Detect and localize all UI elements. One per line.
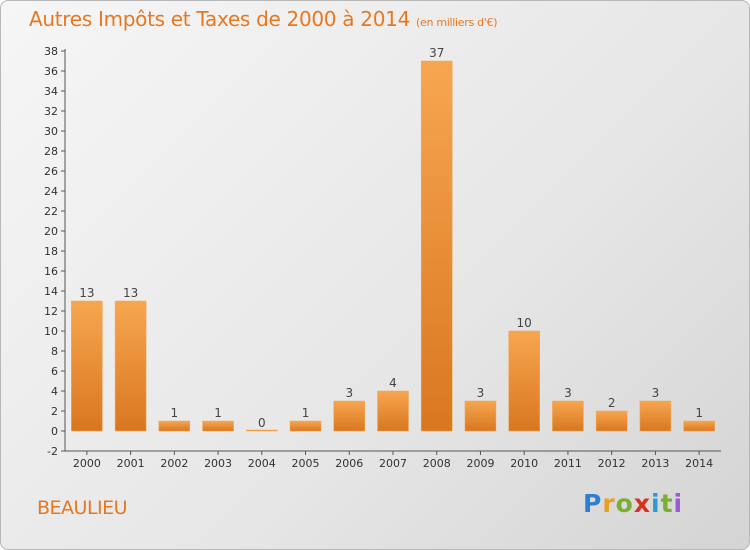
logo-letter: x <box>633 489 651 518</box>
bar <box>333 400 366 432</box>
bar <box>464 400 497 432</box>
x-tick-label: 2002 <box>160 457 188 470</box>
x-tick-label: 2011 <box>554 457 582 470</box>
x-tick-label: 2013 <box>641 457 669 470</box>
data-label: 3 <box>345 386 353 400</box>
data-label: 2 <box>608 396 616 410</box>
x-tick-label: 2005 <box>292 457 320 470</box>
bar <box>71 300 103 432</box>
x-tick-label: 2010 <box>510 457 538 470</box>
data-label: 10 <box>517 316 532 330</box>
y-tick-label: 26 <box>44 165 58 178</box>
logo-letter: o <box>615 489 634 518</box>
place-name: BEAULIEU <box>37 497 128 519</box>
y-tick-label: 8 <box>51 345 58 358</box>
logo-letter: i <box>673 489 684 518</box>
x-tick-label: 2000 <box>73 457 101 470</box>
data-label: 1 <box>171 406 179 420</box>
bar <box>552 400 584 432</box>
x-tick-label: 2001 <box>117 457 145 470</box>
x-tick-label: 2006 <box>335 457 363 470</box>
logo-letter: i <box>651 489 661 518</box>
chart-unit: (en milliers d'€) <box>416 16 498 29</box>
data-label: 13 <box>123 286 138 300</box>
data-label: 13 <box>79 286 94 300</box>
y-tick-label: 6 <box>51 365 58 378</box>
data-label: 1 <box>695 406 703 420</box>
logo-letter: r <box>602 489 616 518</box>
bar <box>114 300 147 432</box>
bar <box>377 390 409 432</box>
x-tick-label: 2012 <box>598 457 626 470</box>
x-tick-label: 2004 <box>248 457 276 470</box>
y-tick-label: 16 <box>44 265 58 278</box>
bar <box>246 429 278 432</box>
y-tick-label: 2 <box>51 405 58 418</box>
bar <box>508 330 540 432</box>
data-label: 37 <box>429 46 444 60</box>
data-label: 0 <box>258 416 266 430</box>
x-tick-label: 2009 <box>466 457 494 470</box>
y-tick-label: 30 <box>44 125 58 138</box>
proxiti-logo: Proxiti <box>583 489 683 518</box>
bar <box>639 400 672 432</box>
y-tick-label: 4 <box>51 385 58 398</box>
y-tick-label: 22 <box>44 205 58 218</box>
data-label: 1 <box>302 406 310 420</box>
data-label: 3 <box>652 386 660 400</box>
y-tick-label: 20 <box>44 225 58 238</box>
y-tick-label: 18 <box>44 245 58 258</box>
x-tick-label: 2008 <box>423 457 451 470</box>
logo-letter: P <box>583 489 603 518</box>
y-tick-label: 24 <box>44 185 58 198</box>
x-tick-label: 2003 <box>204 457 232 470</box>
y-tick-label: 10 <box>44 325 58 338</box>
x-tick-label: 2007 <box>379 457 407 470</box>
y-tick-label: 36 <box>44 65 58 78</box>
bar <box>420 60 453 432</box>
chart-title-text: Autres Impôts et Taxes de 2000 à 2014 <box>29 7 410 31</box>
y-tick-label: 28 <box>44 145 58 158</box>
data-label: 3 <box>477 386 485 400</box>
data-label: 3 <box>564 386 572 400</box>
y-tick-label: -2 <box>47 445 58 458</box>
x-tick-label: 2014 <box>685 457 713 470</box>
y-tick-label: 0 <box>51 425 58 438</box>
y-tick-label: 32 <box>44 105 58 118</box>
logo-letter: t <box>660 489 674 518</box>
y-tick-label: 38 <box>44 45 58 58</box>
bar <box>595 410 628 432</box>
y-tick-label: 14 <box>44 285 58 298</box>
y-tick-label: 12 <box>44 305 58 318</box>
y-tick-label: 34 <box>44 85 58 98</box>
data-label: 4 <box>389 376 397 390</box>
data-label: 1 <box>214 406 222 420</box>
bar <box>683 420 715 432</box>
bar <box>289 420 322 432</box>
bar <box>202 420 234 432</box>
chart-title: Autres Impôts et Taxes de 2000 à 2014 (en… <box>29 7 497 31</box>
bar <box>158 420 191 432</box>
